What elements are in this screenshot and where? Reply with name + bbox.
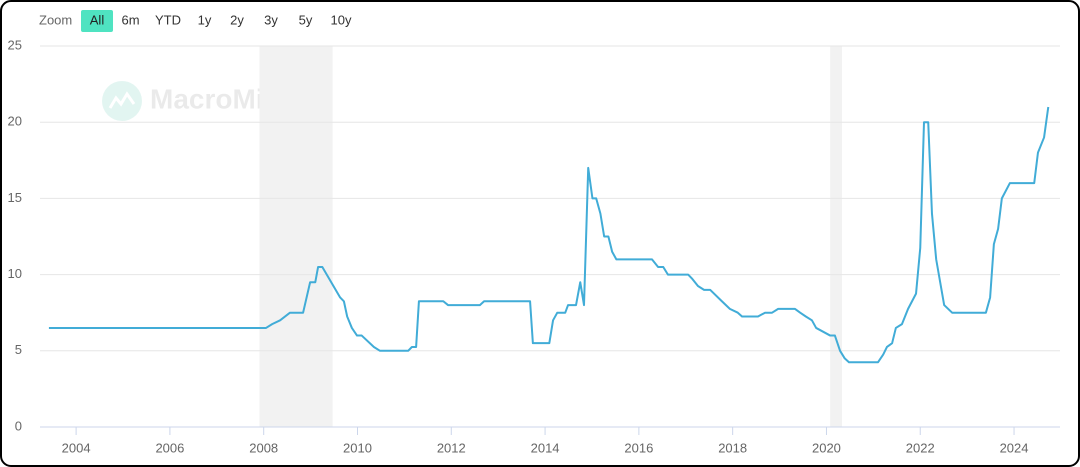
- x-tick-label: 2010: [343, 440, 372, 455]
- zoom-label: Zoom: [39, 12, 72, 27]
- x-tick-label: 2014: [531, 440, 560, 455]
- range-button[interactable]: All: [90, 12, 105, 27]
- x-tick-label: 2018: [718, 440, 747, 455]
- shaded-band: [259, 46, 333, 427]
- range-button[interactable]: 2y: [230, 12, 244, 27]
- range-button[interactable]: 6m: [121, 12, 139, 27]
- x-tick-label: 2004: [62, 440, 91, 455]
- y-tick-label: 15: [8, 190, 22, 205]
- line: [48, 106, 1050, 364]
- watermark-logo: [102, 81, 142, 121]
- x-tick-label: 2008: [249, 440, 278, 455]
- x-tick-label: 2006: [155, 440, 184, 455]
- shaded-band: [830, 46, 842, 427]
- x-tick-label: 2022: [906, 440, 935, 455]
- x-tick-label: 2024: [1000, 440, 1029, 455]
- range-button[interactable]: 3y: [264, 12, 278, 27]
- range-button[interactable]: 5y: [299, 12, 313, 27]
- y-tick-label: 10: [8, 266, 22, 281]
- range-button[interactable]: YTD: [155, 12, 181, 27]
- y-tick-label: 25: [8, 37, 22, 52]
- range-button-active[interactable]: [81, 10, 113, 32]
- x-tick-label: 2020: [812, 440, 841, 455]
- y-tick-label: 20: [8, 114, 22, 129]
- range-button[interactable]: 10y: [331, 12, 352, 27]
- x-tick-label: 2016: [624, 440, 653, 455]
- x-tick-label: 2012: [437, 440, 466, 455]
- y-tick-label: 5: [15, 342, 22, 357]
- range-button[interactable]: 1y: [198, 12, 212, 27]
- y-tick-label: 0: [15, 418, 22, 433]
